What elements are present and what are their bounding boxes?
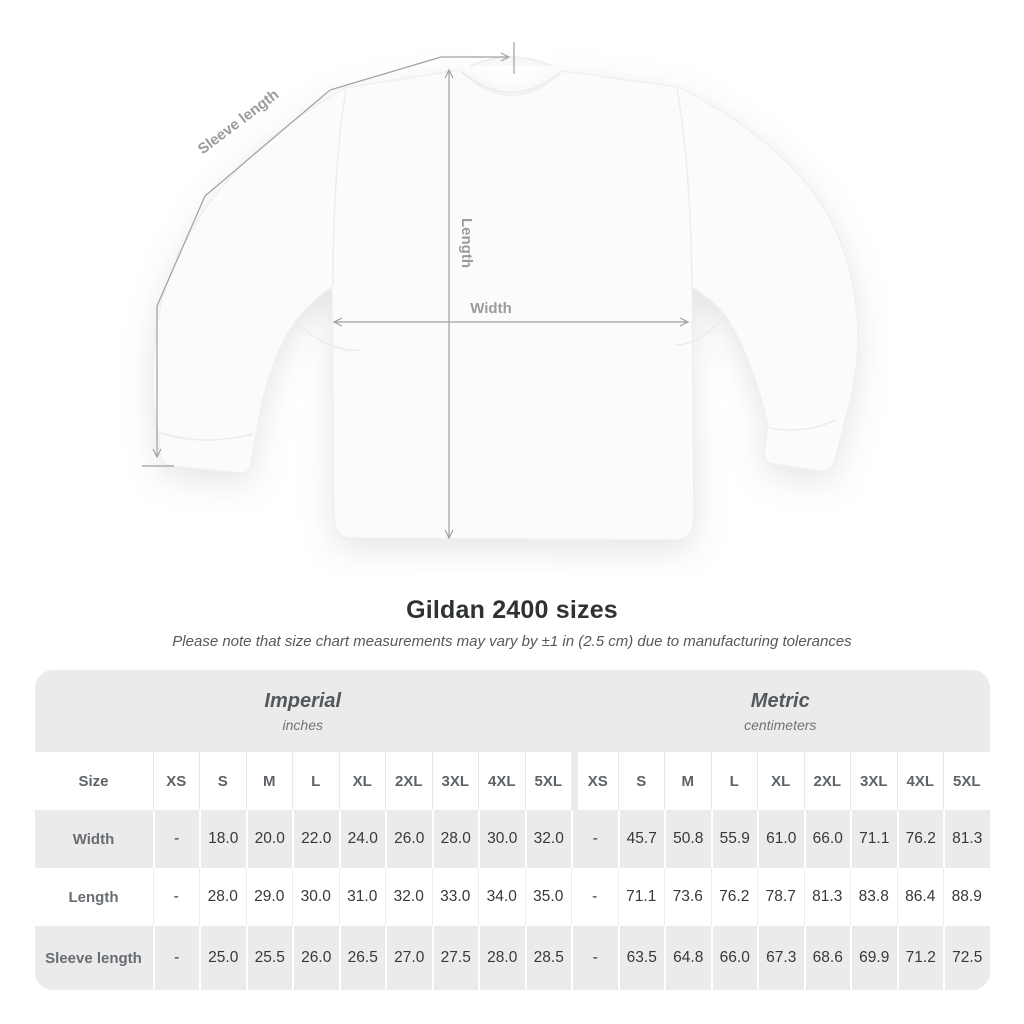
sleeve-length-metric-3xl: 69.9 [850, 926, 897, 990]
length-imperial-xs: - [152, 868, 199, 926]
size-header-imperial-4xl: 4XL [478, 752, 525, 810]
metric-group-header: Metric centimeters [571, 670, 990, 752]
length-metric-4xl: 86.4 [896, 868, 943, 926]
row-label-length: Length [34, 868, 153, 926]
width-left-arrowhead [332, 317, 343, 327]
sleeve-start-arrowhead [500, 52, 511, 62]
length-bottom-arrowhead [444, 529, 454, 540]
shirt-diagram: Sleeve length Length Width [142, 42, 859, 541]
length-imperial-xl: 31.0 [338, 868, 385, 926]
sleeve-length-metric-l: 66.0 [710, 926, 757, 990]
sleeve-length-imperial-l: 26.0 [292, 926, 339, 990]
size-header-metric-2xl: 2XL [803, 752, 850, 810]
sleeve-length-metric-5xl: 72.5 [943, 926, 990, 990]
sleeve-length-metric-4xl: 71.2 [896, 926, 943, 990]
metric-unit: centimeters [744, 716, 817, 733]
size-table: Imperial inches Metric centimeters Size X… [34, 670, 990, 990]
length-metric-xs: - [571, 868, 618, 926]
length-imperial-3xl: 33.0 [431, 868, 478, 926]
sleeve-length-metric-s: 63.5 [617, 926, 664, 990]
width-metric-s: 45.7 [617, 810, 664, 868]
length-metric-xl: 78.7 [757, 868, 804, 926]
shirt-silhouette [152, 69, 859, 541]
length-metric-3xl: 83.8 [850, 868, 897, 926]
length-metric-5xl: 88.9 [943, 868, 990, 926]
width-metric-xl: 61.0 [757, 810, 804, 868]
sleeve-length-metric-xs: - [571, 926, 618, 990]
size-header-metric-m: M [664, 752, 711, 810]
measurement-lines [142, 42, 690, 540]
size-header-imperial-xl: XL [338, 752, 385, 810]
size-column-header: Size [34, 752, 153, 810]
width-metric-l: 55.9 [710, 810, 757, 868]
tolerance-note: Please note that size chart measurements… [172, 633, 852, 650]
sleeve-length-imperial-3xl: 27.5 [431, 926, 478, 990]
sleeve-length-imperial-5xl: 28.5 [524, 926, 571, 990]
size-header-metric-xs: XS [571, 752, 618, 810]
sleeve-length-imperial-xl: 26.5 [338, 926, 385, 990]
sleeve-length-imperial-xs: - [152, 926, 199, 990]
size-header-imperial-xs: XS [152, 752, 199, 810]
page-title: Gildan 2400 sizes [406, 596, 618, 624]
width-imperial-4xl: 30.0 [478, 810, 525, 868]
row-label-sleeve-length: Sleeve length [34, 926, 153, 990]
size-header-metric-l: L [710, 752, 757, 810]
width-imperial-5xl: 32.0 [524, 810, 571, 868]
size-header-metric-4xl: 4XL [896, 752, 943, 810]
length-imperial-4xl: 34.0 [478, 868, 525, 926]
metric-label: Metric [750, 689, 810, 712]
width-imperial-m: 20.0 [245, 810, 292, 868]
width-imperial-xl: 24.0 [338, 810, 385, 868]
width-metric-5xl: 81.3 [943, 810, 990, 868]
width-metric-xs: - [571, 810, 618, 868]
size-header-metric-s: S [617, 752, 664, 810]
width-imperial-3xl: 28.0 [431, 810, 478, 868]
length-top-arrowhead [444, 68, 454, 79]
imperial-unit: inches [282, 716, 323, 733]
imperial-label: Imperial [264, 689, 342, 712]
width-metric-3xl: 71.1 [850, 810, 897, 868]
row-label-width: Width [34, 810, 153, 868]
length-imperial-m: 29.0 [245, 868, 292, 926]
shirt-graphic [152, 69, 859, 541]
width-metric-4xl: 76.2 [896, 810, 943, 868]
size-header-imperial-5xl: 5XL [524, 752, 571, 810]
size-header-metric-5xl: 5XL [943, 752, 990, 810]
width-label: Width [470, 300, 512, 317]
length-metric-l: 76.2 [710, 868, 757, 926]
size-header-imperial-3xl: 3XL [431, 752, 478, 810]
width-imperial-2xl: 26.0 [385, 810, 432, 868]
length-imperial-l: 30.0 [292, 868, 339, 926]
sleeve-length-imperial-2xl: 27.0 [385, 926, 432, 990]
sleeve-end-arrowhead [152, 448, 162, 459]
length-metric-s: 71.1 [617, 868, 664, 926]
sleeve-length-imperial-m: 25.5 [245, 926, 292, 990]
size-header-imperial-2xl: 2XL [385, 752, 432, 810]
imperial-group-header: Imperial inches [34, 670, 571, 752]
size-header-imperial-m: M [245, 752, 292, 810]
width-metric-m: 50.8 [664, 810, 711, 868]
width-metric-2xl: 66.0 [803, 810, 850, 868]
sleeve-length-imperial-s: 25.0 [199, 926, 246, 990]
sleeve-length-metric-2xl: 68.6 [803, 926, 850, 990]
length-imperial-2xl: 32.0 [385, 868, 432, 926]
width-imperial-s: 18.0 [199, 810, 246, 868]
shirt-seams [158, 56, 837, 441]
size-header-metric-xl: XL [757, 752, 804, 810]
length-label: Length [458, 218, 475, 268]
sleeve-length-metric-xl: 67.3 [757, 926, 804, 990]
sleeve-length-imperial-4xl: 28.0 [478, 926, 525, 990]
size-header-imperial-l: L [292, 752, 339, 810]
size-header-metric-3xl: 3XL [850, 752, 897, 810]
length-imperial-5xl: 35.0 [524, 868, 571, 926]
width-imperial-xs: - [152, 810, 199, 868]
width-right-arrowhead [679, 317, 690, 327]
size-header-imperial-s: S [199, 752, 246, 810]
sleeve-length-metric-m: 64.8 [664, 926, 711, 990]
sleeve-length-line [156, 56, 442, 456]
length-metric-2xl: 81.3 [803, 868, 850, 926]
length-imperial-s: 28.0 [199, 868, 246, 926]
width-imperial-l: 22.0 [292, 810, 339, 868]
length-metric-m: 73.6 [664, 868, 711, 926]
